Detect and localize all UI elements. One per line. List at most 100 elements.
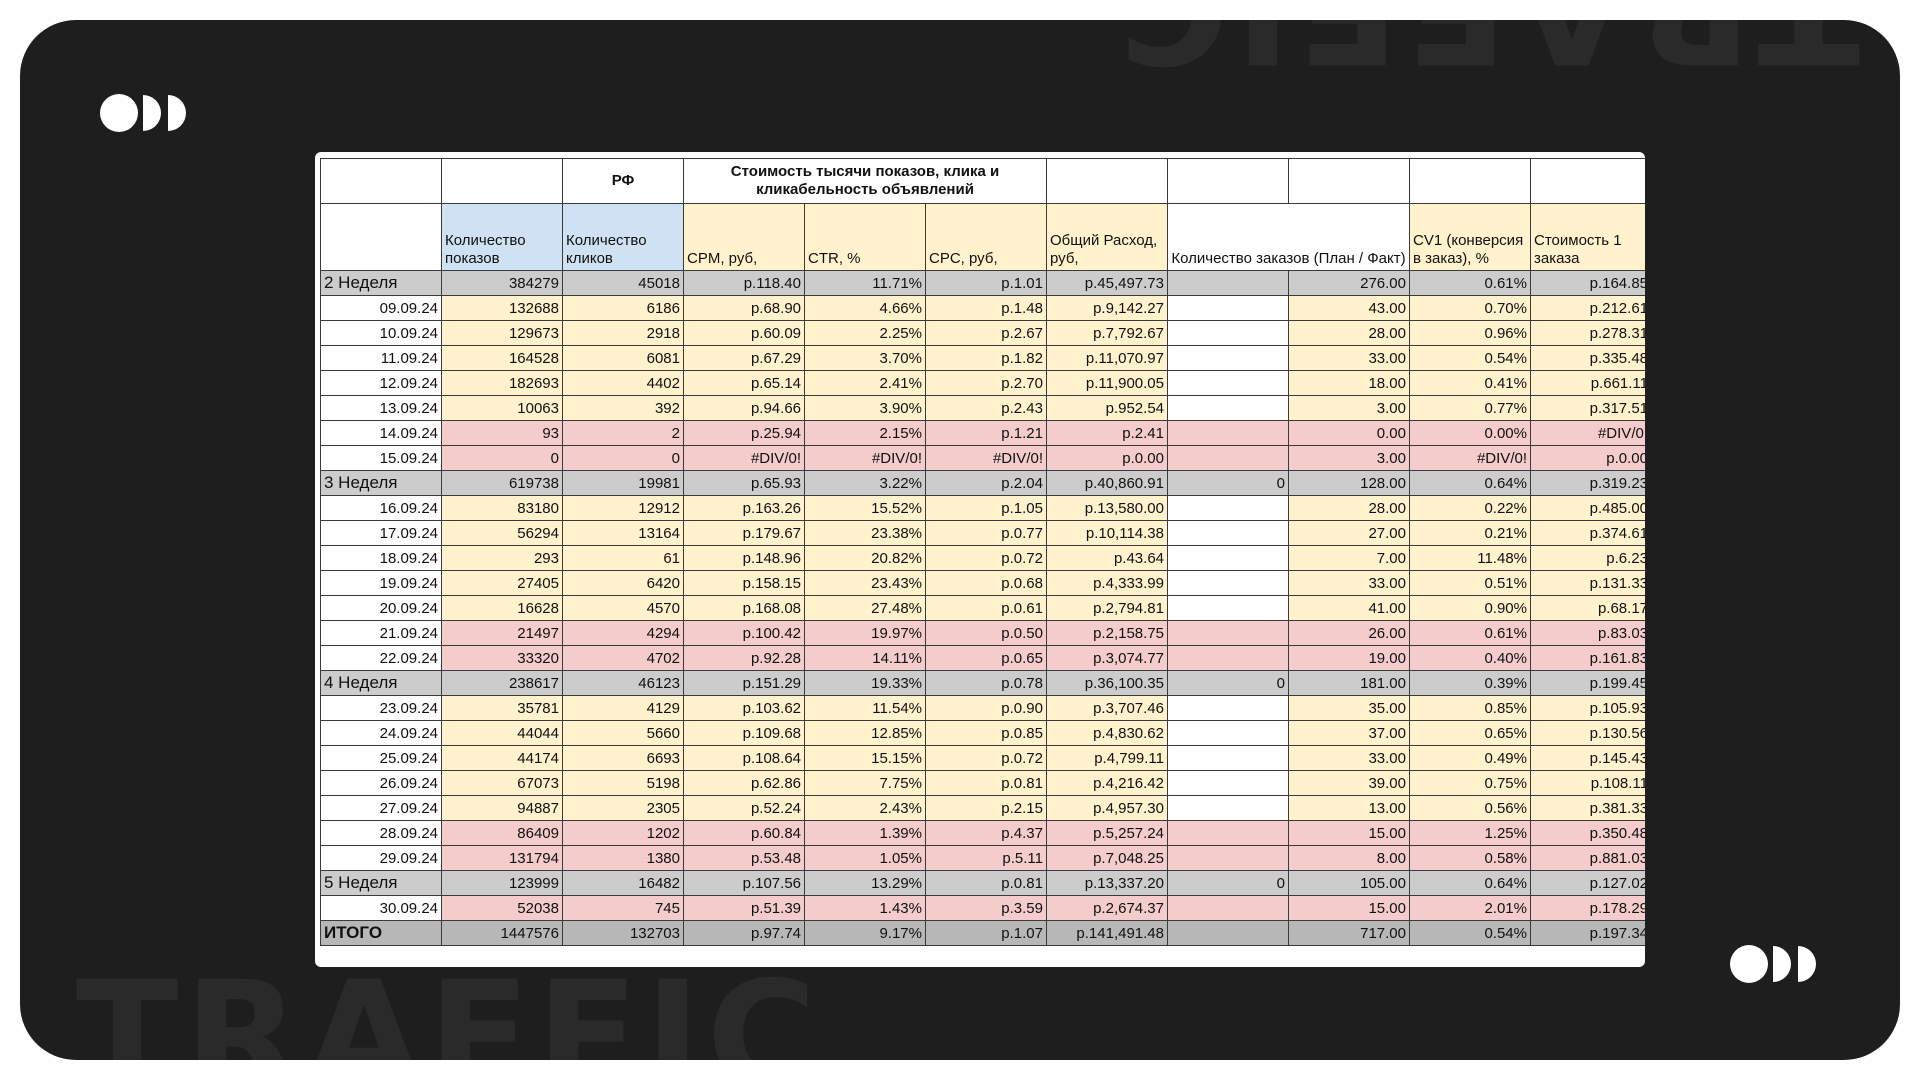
cell: р.4,216.42 <box>1046 770 1168 796</box>
cell: р.148.96 <box>683 545 805 571</box>
cell <box>1167 920 1289 946</box>
header-cell <box>320 203 442 271</box>
cell: 0 <box>562 445 684 471</box>
cell: р.0.61 <box>925 595 1047 621</box>
cell: 0.40% <box>1409 645 1531 671</box>
header-cell: CPM, руб, <box>683 203 805 271</box>
cell: 16628 <box>441 595 563 621</box>
cell: 11.48% <box>1409 545 1531 571</box>
cell: р.83.03 <box>1530 620 1645 646</box>
cell: р.1.01 <box>925 270 1047 296</box>
table-row: 19.09.24 27405 6420 р.158.15 23.43% р.0.68 р.4… <box>320 570 1645 596</box>
cell: р.97.74 <box>683 920 805 946</box>
cell: 1202 <box>562 820 684 846</box>
header-cell: Количество кликов <box>562 203 684 271</box>
cell <box>1167 595 1289 621</box>
cell: 21497 <box>441 620 563 646</box>
table-row: 25.09.24 44174 6693 р.108.64 15.15% р.0.72 р.4… <box>320 745 1645 771</box>
cell: 16.09.24 <box>320 495 442 521</box>
cell <box>1167 520 1289 546</box>
cell: 717.00 <box>1288 920 1410 946</box>
cell: р.7,048.25 <box>1046 845 1168 871</box>
cell: р.4,333.99 <box>1046 570 1168 596</box>
cell <box>1167 620 1289 646</box>
watermark: TRAFFIC <box>1113 20 1860 94</box>
header-cell <box>1530 158 1645 204</box>
cell: 12.85% <box>804 720 926 746</box>
cell <box>1167 845 1289 871</box>
cell: р.381.33 <box>1530 795 1645 821</box>
cell: 21.09.24 <box>320 620 442 646</box>
cell: р.11,070.97 <box>1046 345 1168 371</box>
cell: р.881.03 <box>1530 845 1645 871</box>
cell: 25.09.24 <box>320 745 442 771</box>
header-cell <box>320 158 442 204</box>
cell <box>1167 770 1289 796</box>
cell: 93 <box>441 420 563 446</box>
cell: 182693 <box>441 370 563 396</box>
header-row: РФ Стоимость тысячи показов, клика и клик… <box>320 158 1645 204</box>
cell: 27405 <box>441 570 563 596</box>
cell: р.4,799.11 <box>1046 745 1168 771</box>
cell: р.107.56 <box>683 870 805 896</box>
cell: р.2,794.81 <box>1046 595 1168 621</box>
cell: р.60.84 <box>683 820 805 846</box>
cell: 86409 <box>441 820 563 846</box>
table-row: 29.09.24 131794 1380 р.53.48 1.05% р.5.11 р.7,… <box>320 845 1645 871</box>
cell: р.51.39 <box>683 895 805 921</box>
cell: 164528 <box>441 345 563 371</box>
cell: р.5.11 <box>925 845 1047 871</box>
cell: р.151.29 <box>683 670 805 696</box>
cell: р.163.26 <box>683 495 805 521</box>
cell: р.40,860.91 <box>1046 470 1168 496</box>
table-row: 10.09.24 129673 2918 р.60.09 2.25% р.2.67 р.7,… <box>320 320 1645 346</box>
cell: 4702 <box>562 645 684 671</box>
cell: р.278.31 <box>1530 320 1645 346</box>
cell: 0.61% <box>1409 270 1531 296</box>
cell: 3.22% <box>804 470 926 496</box>
cell: 33.00 <box>1288 570 1410 596</box>
cell: р.158.15 <box>683 570 805 596</box>
cell: 16482 <box>562 870 684 896</box>
cell: 0.51% <box>1409 570 1531 596</box>
cell: р.2.43 <box>925 395 1047 421</box>
cell: 17.09.24 <box>320 520 442 546</box>
cell: р.4.37 <box>925 820 1047 846</box>
cell: 20.82% <box>804 545 926 571</box>
cell: р.0.90 <box>925 695 1047 721</box>
cell: 2.43% <box>804 795 926 821</box>
cell: 20.09.24 <box>320 595 442 621</box>
cell: 129673 <box>441 320 563 346</box>
cell <box>1167 345 1289 371</box>
cell: р.118.40 <box>683 270 805 296</box>
cell: 1380 <box>562 845 684 871</box>
cell: 1.25% <box>1409 820 1531 846</box>
cell: р.43.64 <box>1046 545 1168 571</box>
header-cell: РФ <box>562 158 684 204</box>
header-cell <box>1167 158 1289 204</box>
cell: р.179.67 <box>683 520 805 546</box>
cell: 0 <box>441 445 563 471</box>
cell: 0.39% <box>1409 670 1531 696</box>
cell: р.0.50 <box>925 620 1047 646</box>
cell: р.0.81 <box>925 770 1047 796</box>
cell <box>1167 645 1289 671</box>
cell: р.350.48 <box>1530 820 1645 846</box>
cell: 0.21% <box>1409 520 1531 546</box>
cell: р.2,674.37 <box>1046 895 1168 921</box>
cell: р.0.00 <box>1530 445 1645 471</box>
cell: 181.00 <box>1288 670 1410 696</box>
cell <box>1167 570 1289 596</box>
cell: 3.70% <box>804 345 926 371</box>
cell: р.168.08 <box>683 595 805 621</box>
cell: 0.64% <box>1409 870 1531 896</box>
cell: 745 <box>562 895 684 921</box>
cell: 105.00 <box>1288 870 1410 896</box>
cell: р.103.62 <box>683 695 805 721</box>
cell: 41.00 <box>1288 595 1410 621</box>
cell: 12.09.24 <box>320 370 442 396</box>
cell: р.485.00 <box>1530 495 1645 521</box>
cell: 29.09.24 <box>320 845 442 871</box>
cell <box>1167 295 1289 321</box>
